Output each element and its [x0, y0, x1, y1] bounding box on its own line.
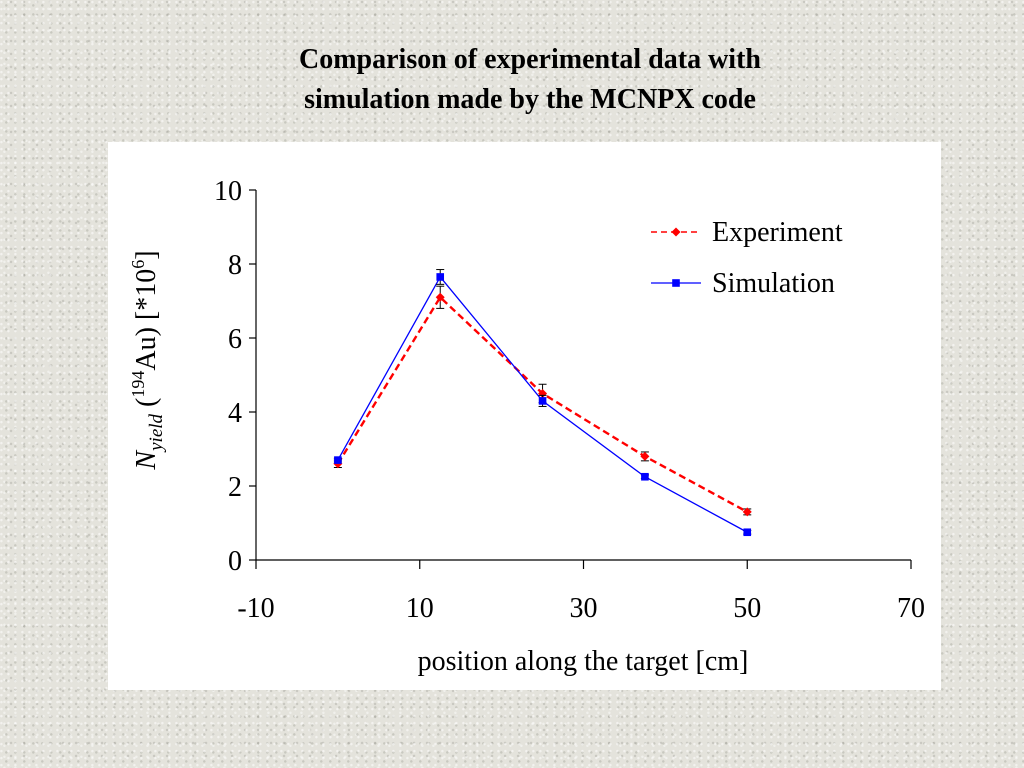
y-tick-label: 6 [228, 324, 242, 355]
title-line-1: Comparison of experimental data with [299, 44, 761, 75]
y-label-subscript: yield [146, 413, 167, 452]
x-axis-label: position along the target [cm] [418, 646, 749, 677]
legend-marker-simulation [672, 279, 680, 287]
simulation-point [436, 273, 445, 281]
simulation-point [641, 472, 649, 481]
y-tick-label: 2 [228, 472, 242, 503]
y-axis-label: Nyield (194Au) [*106] [128, 250, 167, 470]
experiment-point [435, 292, 445, 302]
x-tick-label: 10 [406, 593, 434, 624]
x-tick-label: 30 [570, 593, 598, 624]
legend-label-experiment: Experiment [712, 217, 843, 248]
simulation-point [743, 528, 752, 537]
y-label-isotope: 194 [128, 371, 148, 398]
legend: Experiment Simulation [651, 217, 843, 299]
y-tick-label: 10 [214, 176, 242, 207]
chart-panel: 0 2 4 6 8 10 -10 10 30 50 70 Experiment Simulation … [108, 142, 941, 690]
experiment-point [640, 451, 650, 461]
series-simulation [333, 269, 752, 537]
x-tick-label: 70 [897, 593, 925, 624]
slide-title: Comparison of experimental data with sim… [0, 40, 1024, 120]
series-layer [333, 269, 752, 537]
simulation-point [334, 456, 342, 464]
legend-marker-experiment [671, 227, 681, 237]
y-tick-label: 0 [228, 546, 242, 577]
legend-label-simulation: Simulation [712, 268, 835, 299]
x-tick-label: 50 [733, 593, 761, 624]
y-label-element: Au [131, 336, 162, 370]
y-label-exponent: 6 [128, 260, 148, 269]
simulation-point [538, 397, 547, 405]
x-tick-label: -10 [237, 593, 274, 624]
y-label-symbol: N [131, 450, 162, 471]
ticks: 0 2 4 6 8 10 -10 10 30 50 70 [214, 176, 925, 624]
title-line-2: simulation made by the MCNPX code [304, 84, 756, 115]
experiment-point [742, 507, 752, 517]
y-tick-label: 8 [228, 250, 242, 281]
y-tick-label: 4 [228, 398, 242, 429]
